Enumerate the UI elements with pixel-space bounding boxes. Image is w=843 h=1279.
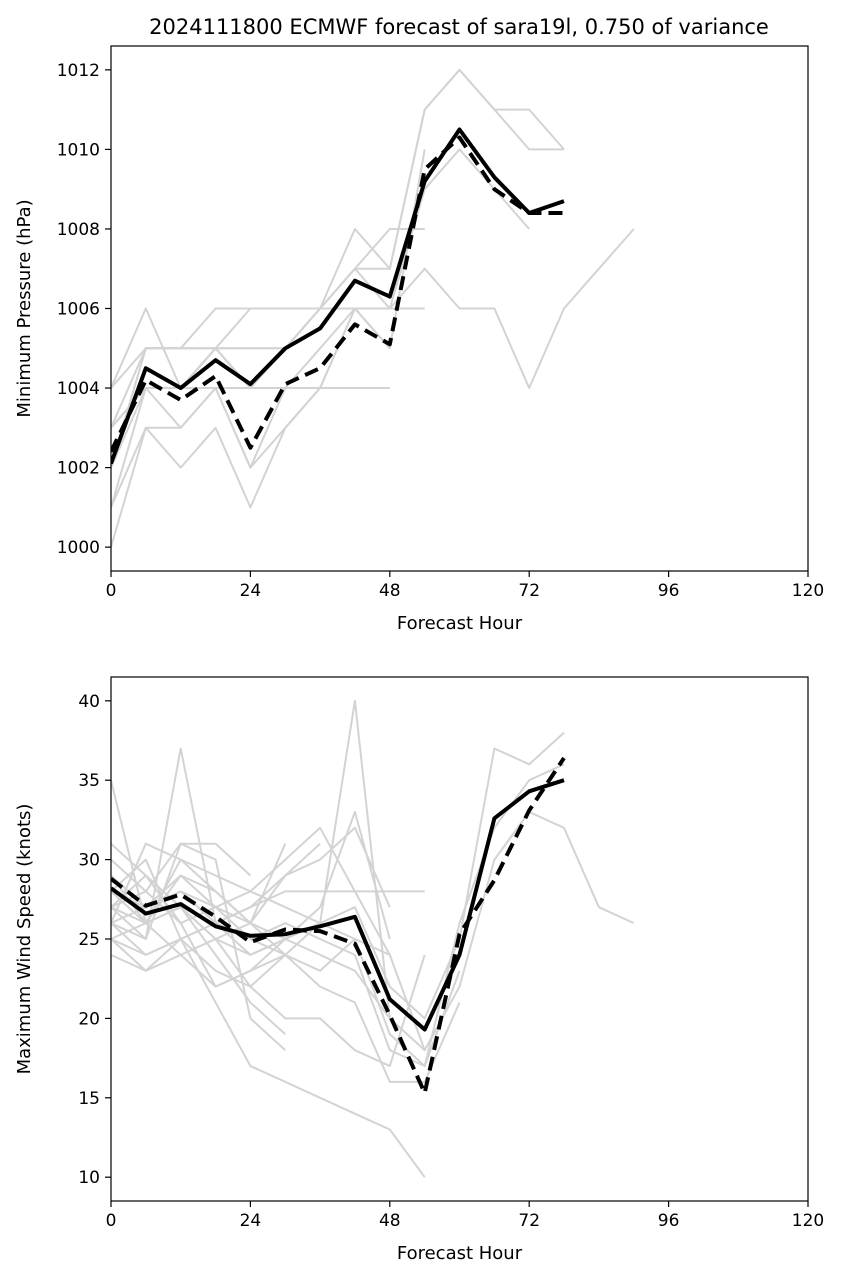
pressure-x-tick-label: 24 (240, 581, 262, 601)
wind-member-line-19 (111, 842, 321, 972)
chart-title: 2024111800 ECMWF forecast of sara19l, 0.… (149, 15, 769, 39)
pressure-x-tick-label: 48 (379, 581, 401, 601)
pressure-x-tick-label: 0 (106, 581, 117, 601)
wind-member-line-9 (111, 811, 391, 956)
wind-x-tick-label: 96 (658, 1211, 680, 1231)
pressure-y-tick-label: 1006 (57, 300, 100, 320)
pressure-member-line-10 (111, 307, 391, 469)
wind-x-tick-label: 24 (240, 1211, 262, 1231)
wind-x-axis-label: Forecast Hour (397, 1243, 523, 1264)
wind-y-axis-label: Maximum Wind Speed (knots) (14, 804, 35, 1075)
pressure-x-tick-label: 96 (658, 581, 680, 601)
pressure-y-axis-label: Minimum Pressure (hPa) (14, 199, 35, 417)
wind-y-tick-label: 40 (78, 692, 100, 712)
wind-member-line-2 (111, 811, 635, 1052)
pressure-dashed-mean-line (111, 135, 564, 453)
pressure-y-tick-label: 1010 (57, 140, 100, 160)
wind-plot-area (111, 699, 635, 1178)
pressure-y-tick-label: 1004 (57, 379, 100, 399)
wind-member-line-17 (111, 842, 252, 940)
pressure-y-tick-label: 1012 (57, 61, 100, 81)
pressure-member-line-6 (111, 228, 425, 389)
wind-solid-mean-line (111, 778, 565, 1032)
wind-speed-panel: 0 24 48 72 96 120 10 15 20 25 30 35 40 Forecast Hour M… (14, 676, 824, 1264)
wind-member-line-16 (111, 843, 287, 956)
pressure-plot-area (111, 68, 635, 548)
wind-x-tick-label: 0 (106, 1211, 117, 1231)
wind-y-tick-label: 20 (78, 1009, 100, 1029)
wind-member-line-12 (111, 922, 426, 1178)
pressure-solid-mean-line (111, 127, 565, 465)
wind-member-line-13 (111, 842, 286, 1051)
wind-x-tick-label: 48 (379, 1211, 401, 1231)
pressure-y-tick-label: 1008 (57, 220, 100, 240)
wind-x-tick-label: 72 (518, 1211, 540, 1231)
wind-member-line-20 (111, 874, 391, 972)
pressure-member-line-9 (111, 307, 391, 509)
wind-y-tick-label: 15 (78, 1089, 100, 1109)
pressure-x-tick-label: 72 (518, 581, 540, 601)
wind-x-tick-label: 120 (792, 1211, 824, 1231)
pressure-panel: 0 24 48 72 96 120 1000 1002 1004 1006 1008 1010 1012… (14, 45, 824, 634)
pressure-x-axis-label: Forecast Hour (397, 613, 523, 634)
pressure-x-tick-label: 120 (792, 581, 824, 601)
wind-dashed-mean-line (111, 756, 566, 1095)
wind-y-tick-label: 35 (78, 771, 100, 791)
wind-member-line-11 (111, 906, 426, 1067)
wind-y-tick-label: 30 (78, 851, 100, 871)
pressure-y-tick-label: 1000 (57, 538, 100, 558)
pressure-y-tick-label: 1002 (57, 459, 100, 479)
wind-y-tick-label: 10 (78, 1168, 100, 1188)
wind-y-tick-label: 25 (78, 930, 100, 950)
